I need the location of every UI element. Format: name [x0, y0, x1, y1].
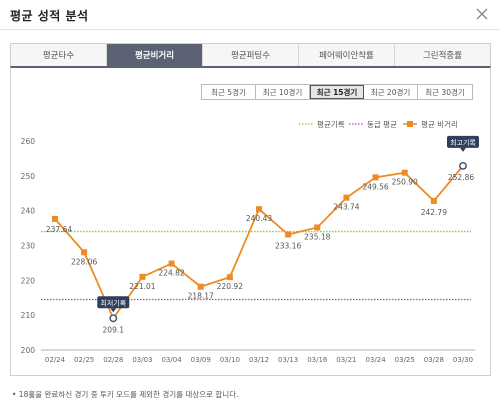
- data-point: [168, 260, 175, 267]
- legend-label: 동급 평균: [367, 119, 397, 129]
- data-point: [372, 174, 379, 181]
- stat-tabs: 평균타수 평균비거리 평균퍼팅수 페어웨이안착률 그린적중률: [10, 43, 491, 66]
- legend-item: 평균기록: [299, 119, 345, 129]
- y-tick-label: 260: [21, 137, 36, 146]
- data-label: 228.06: [71, 257, 97, 266]
- x-tick-label: 03/28: [424, 356, 444, 364]
- legend-label: 평균기록: [317, 119, 345, 129]
- page-title: 평균 성적 분석: [10, 9, 89, 23]
- data-point: [401, 169, 408, 176]
- data-label: 209.1: [103, 325, 125, 334]
- tab-fairway-hit[interactable]: 페어웨이안착률: [299, 44, 395, 66]
- x-tick-label: 03/03: [132, 356, 152, 364]
- data-point: [197, 283, 204, 290]
- y-tick-label: 240: [21, 207, 36, 216]
- data-label: 243.74: [333, 203, 359, 212]
- legend-marker-swatch: [407, 121, 413, 127]
- x-tick-label: 03/21: [336, 356, 356, 364]
- data-label: 237.64: [46, 225, 72, 234]
- y-tick-label: 210: [21, 311, 36, 320]
- data-point: [314, 224, 321, 231]
- range-30-button[interactable]: 최근 30경기: [418, 85, 472, 99]
- x-tick-label: 03/25: [395, 356, 415, 364]
- data-label: 242.79: [421, 208, 447, 217]
- callout-box: [447, 135, 479, 148]
- y-tick-label: 230: [21, 242, 36, 251]
- highlight-point: [459, 161, 467, 170]
- close-icon[interactable]: [474, 6, 490, 22]
- callout-label: 최고기록: [450, 138, 476, 147]
- highest-record-callout: 최고기록: [447, 135, 479, 152]
- legend-item: 평균 비거리: [403, 119, 458, 129]
- x-tick-label: 03/09: [191, 356, 211, 364]
- data-point: [52, 215, 58, 222]
- data-label: 249.56: [362, 182, 388, 191]
- range-5-button[interactable]: 최근 5경기: [202, 85, 256, 99]
- x-tick-label: 03/04: [161, 356, 182, 364]
- callout-pointer: [460, 147, 466, 152]
- data-point: [139, 273, 146, 280]
- callout-box: [97, 296, 130, 309]
- x-tick-label: 03/10: [220, 356, 240, 364]
- x-tick-label: 03/16: [307, 356, 328, 364]
- window-header: 평균 성적 분석: [0, 0, 500, 30]
- range-selector: 최근 5경기 최근 10경기 최근 15경기 최근 20경기 최근 30경기: [201, 84, 473, 100]
- y-tick-label: 250: [21, 172, 36, 181]
- footnote: • 18홀을 완료하신 경기 중 투키 모드를 제외한 경기를 대상으로 합니다…: [12, 390, 239, 399]
- data-label: 220.92: [217, 282, 243, 291]
- x-tick-label: 02/28: [103, 356, 123, 364]
- legend-label: 평균 비거리: [421, 119, 458, 129]
- tab-average-putts[interactable]: 평균퍼팅수: [203, 44, 299, 66]
- data-point: [81, 249, 88, 256]
- x-tick-label: 02/25: [74, 356, 94, 364]
- data-point: [343, 194, 350, 201]
- y-tick-label: 200: [21, 346, 36, 355]
- highlight-point: [109, 314, 118, 323]
- lowest-record-callout: 최저기록: [97, 296, 130, 313]
- data-point: [256, 206, 262, 213]
- data-point: [430, 197, 437, 204]
- callout-label: 최저기록: [100, 298, 126, 307]
- data-label: 218.17: [188, 292, 214, 301]
- tab-green-in-regulation[interactable]: 그린적중률: [395, 44, 490, 66]
- data-label: 240.43: [246, 214, 272, 223]
- distance-line-chart: 200 210 220 230 240 250 260 02/24 02/25 02/28 03/0…: [21, 119, 479, 364]
- data-label: 233.16: [275, 241, 301, 250]
- callout-pointer: [110, 308, 117, 313]
- distance-series-line: [54, 165, 464, 321]
- data-label: 235.18: [304, 232, 330, 241]
- y-tick-label: 220: [21, 276, 36, 285]
- range-20-button[interactable]: 최근 20경기: [364, 85, 418, 99]
- chart-panel: 최근 5경기 최근 10경기 최근 15경기 최근 20경기 최근 30경기 2…: [10, 66, 491, 376]
- range-15-button[interactable]: 최근 15경기: [310, 85, 364, 99]
- x-tick-label: 03/13: [278, 356, 298, 364]
- data-point: [226, 274, 233, 281]
- range-10-button[interactable]: 최근 10경기: [256, 85, 310, 99]
- data-point: [285, 231, 292, 238]
- x-tick-label: 02/24: [45, 356, 66, 364]
- x-tick-label: 03/12: [249, 356, 269, 364]
- data-label: 221.01: [129, 282, 155, 291]
- data-label: 250.90: [392, 178, 418, 187]
- data-label: 224.82: [158, 269, 184, 278]
- x-tick-label: 03/24: [365, 356, 386, 364]
- x-tick-label: 03/30: [453, 356, 473, 364]
- tab-average-score[interactable]: 평균타수: [11, 44, 107, 66]
- data-label: 252.86: [448, 173, 474, 182]
- tab-average-distance[interactable]: 평균비거리: [107, 44, 203, 66]
- legend-item: 동급 평균: [349, 119, 397, 129]
